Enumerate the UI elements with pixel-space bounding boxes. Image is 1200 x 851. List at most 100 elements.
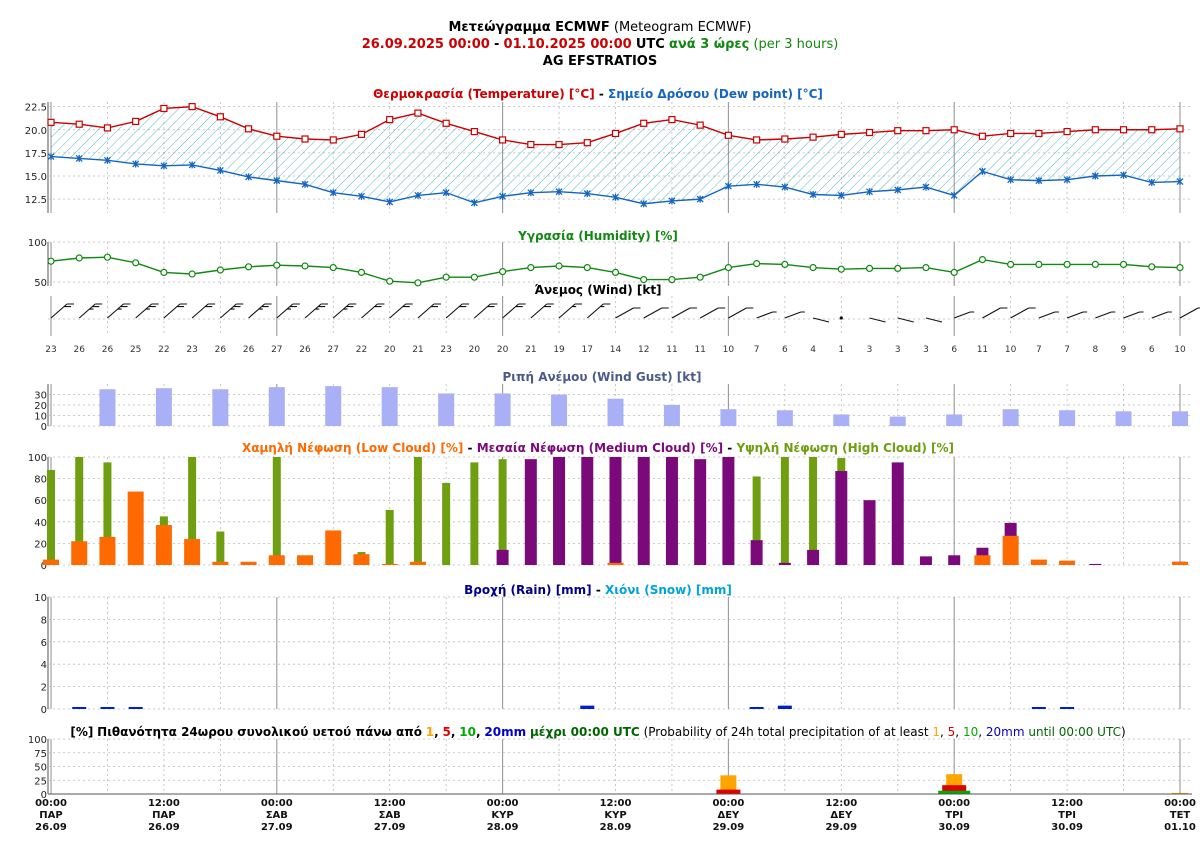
y-tick-label: 20 bbox=[34, 401, 47, 412]
humidity-point bbox=[386, 277, 394, 285]
temperature-point bbox=[837, 130, 845, 138]
precip-panel: 10 8 6 4 2 0 bbox=[34, 593, 1192, 716]
wind-barb bbox=[643, 307, 669, 319]
low-cloud-bar bbox=[381, 563, 398, 565]
y-tick-label: 0 bbox=[41, 790, 47, 801]
dewpoint-point bbox=[781, 183, 789, 191]
medium-cloud-bar bbox=[891, 462, 904, 565]
rain-bar bbox=[100, 707, 115, 709]
wind-speed-label: 27 bbox=[271, 345, 282, 355]
high-cloud-bar bbox=[385, 509, 394, 565]
temperature-point bbox=[47, 118, 55, 126]
gust-bar bbox=[1059, 410, 1076, 426]
gust-title: Ριπή Ανέμου (Wind Gust) [kt] bbox=[503, 370, 702, 384]
high-cloud-bar bbox=[188, 457, 197, 565]
wind-speed-label: 26 bbox=[73, 345, 85, 355]
wind-barb bbox=[839, 316, 843, 320]
gust-bar bbox=[946, 414, 963, 426]
high-cloud-bar bbox=[75, 457, 84, 565]
temperature-point bbox=[442, 119, 450, 127]
humidity-point bbox=[583, 264, 591, 272]
humidity-point bbox=[103, 253, 112, 261]
wind-barb bbox=[784, 311, 805, 319]
dewpoint-point bbox=[753, 180, 761, 188]
y-tick-label: 25 bbox=[34, 776, 47, 787]
temperature-point bbox=[781, 135, 789, 143]
station-name: AG EFSTRATIOS bbox=[543, 54, 657, 69]
dewpoint-point bbox=[922, 183, 930, 191]
medium-cloud-bar bbox=[665, 457, 678, 565]
temperature-point bbox=[160, 104, 168, 113]
humidity-point bbox=[1007, 260, 1015, 268]
x-tick-date: 28.09 bbox=[600, 822, 632, 833]
temperature-point bbox=[922, 127, 930, 135]
rain-bar bbox=[580, 705, 595, 709]
y-tick-label: 4 bbox=[41, 660, 47, 671]
dewpoint-point bbox=[470, 199, 478, 207]
dewpoint-point bbox=[894, 186, 902, 194]
dewpoint-point bbox=[216, 166, 224, 174]
humidity-point bbox=[753, 260, 761, 268]
y-tick-label: 100 bbox=[28, 735, 47, 746]
y-tick-label: 100 bbox=[28, 238, 47, 249]
x-tick-day: ΚΥΡ bbox=[604, 810, 626, 821]
x-tick-date: 29.09 bbox=[825, 822, 857, 833]
dewpoint-point bbox=[75, 154, 83, 162]
wind-barb bbox=[445, 303, 470, 319]
temperature-point bbox=[1119, 126, 1128, 134]
y-tick-label: 30 bbox=[34, 391, 47, 402]
gust-bar bbox=[551, 394, 568, 426]
low-cloud-bar bbox=[607, 562, 624, 565]
y-tick-label: 50 bbox=[34, 278, 47, 289]
x-tick-date: 30.09 bbox=[1051, 822, 1083, 833]
low-cloud-bar bbox=[974, 555, 991, 565]
medium-cloud-bar bbox=[496, 549, 509, 565]
x-tick-time: 12:00 bbox=[825, 798, 857, 809]
medium-cloud-bar bbox=[1089, 563, 1102, 565]
humidity-point bbox=[922, 264, 930, 272]
wind-barb bbox=[135, 303, 159, 319]
medium-cloud-bar bbox=[807, 549, 820, 565]
dewpoint-point bbox=[640, 200, 648, 208]
temp-dew-band bbox=[51, 106, 1180, 204]
x-tick-day: ΠΑΡ bbox=[39, 810, 62, 821]
wind-barb bbox=[78, 303, 103, 319]
medium-cloud-bar bbox=[609, 457, 622, 565]
dewpoint-point bbox=[301, 180, 309, 188]
low-cloud-bar bbox=[1002, 535, 1019, 565]
high-cloud-bar bbox=[470, 462, 479, 565]
y-tick-label: 20 bbox=[34, 539, 47, 550]
temperature-point bbox=[527, 140, 535, 149]
humidity-point bbox=[865, 264, 874, 272]
x-tick-date: 27.09 bbox=[374, 822, 406, 833]
wind-barb bbox=[1095, 311, 1116, 319]
x-tick-day: ΚΥΡ bbox=[491, 810, 513, 821]
gust-bar bbox=[720, 409, 737, 426]
wind-barb bbox=[474, 303, 498, 319]
temperature-point bbox=[188, 103, 196, 111]
dewpoint-point bbox=[414, 191, 422, 199]
dewpoint-point bbox=[1091, 172, 1099, 180]
wind-barb bbox=[191, 303, 216, 319]
gust-bar bbox=[155, 388, 172, 426]
gust-bar bbox=[607, 398, 624, 426]
wind-speed-label: 3 bbox=[923, 345, 929, 355]
temperature-point bbox=[1035, 129, 1043, 138]
wind-speed-label: 27 bbox=[328, 345, 339, 355]
wind-barb bbox=[248, 303, 272, 319]
humidity-point bbox=[75, 254, 83, 262]
wind-barb bbox=[219, 303, 244, 319]
wind-barb bbox=[1151, 311, 1172, 319]
humidity-point bbox=[640, 276, 648, 284]
wind-speed-label: 3 bbox=[867, 345, 873, 355]
wind-speed-label: 7 bbox=[754, 345, 760, 355]
wind-barb bbox=[530, 303, 554, 319]
wind-barb bbox=[389, 303, 413, 319]
y-tick-label: 2 bbox=[41, 683, 47, 694]
y-tick-label: 6 bbox=[41, 638, 47, 649]
medium-cloud-bar bbox=[835, 471, 848, 565]
humidity-point bbox=[724, 264, 733, 272]
temperature-point bbox=[329, 136, 337, 144]
wind-speed-label: 10 bbox=[723, 345, 735, 355]
